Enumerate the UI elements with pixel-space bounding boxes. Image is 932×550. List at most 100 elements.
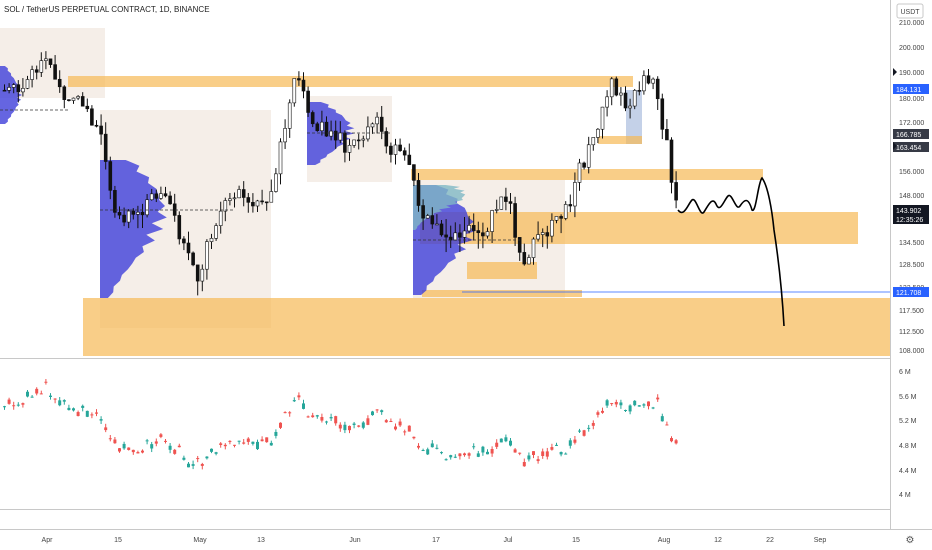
candle-body <box>71 97 76 101</box>
volume-bar <box>150 444 154 449</box>
price-tag-label: 143.902 <box>896 208 921 215</box>
candle-body <box>623 92 628 109</box>
volume-bar <box>380 410 384 413</box>
volume-bar <box>509 440 512 446</box>
candle-body <box>2 89 7 92</box>
price-tick-label: 112.500 <box>899 329 924 336</box>
candle-body <box>586 144 591 168</box>
candle-body <box>283 128 287 143</box>
time-tick-label: Sep <box>814 537 827 544</box>
candle-body <box>444 234 448 238</box>
volume-bar <box>76 412 80 417</box>
candle-body <box>39 60 44 73</box>
volume-bar <box>495 442 499 447</box>
candle-body <box>140 211 145 216</box>
volume-bar <box>283 412 287 414</box>
candle-body <box>62 86 67 100</box>
volume-bars <box>3 378 678 470</box>
price-tag-label: 184.131 <box>896 87 921 94</box>
time-tick-label: Apr <box>42 537 54 544</box>
volume-bar <box>384 420 388 423</box>
zone-box <box>420 212 858 244</box>
volume-axis[interactable]: 6 M 5.6 M 5.2 M 4.8 M 4.4 M 4 M <box>899 369 917 499</box>
volume-bar <box>3 406 6 408</box>
zone-box <box>83 298 890 356</box>
volume-bar <box>449 455 453 458</box>
candle-body <box>320 121 324 131</box>
volume-bar <box>173 449 177 454</box>
candle-body <box>264 201 269 204</box>
candle-body <box>333 130 338 141</box>
volume-bar <box>486 451 489 455</box>
candle-body <box>260 200 264 203</box>
volume-bar <box>352 423 356 425</box>
volume-bar <box>16 404 20 406</box>
candle-body <box>517 237 522 253</box>
candle-body <box>540 232 545 235</box>
candle-body <box>347 145 352 153</box>
gear-icon[interactable]: ⚙ <box>906 535 915 546</box>
candle-body <box>577 162 582 183</box>
volume-bar <box>242 442 246 444</box>
time-axis[interactable]: Apr 15 May 13 Jun 17 Jul 15 Aug 12 22 Sep <box>42 537 827 544</box>
volume-tick-label: 4.4 M <box>899 468 917 475</box>
volume-bar <box>223 444 227 447</box>
price-tick-label: 128.500 <box>899 262 924 269</box>
candle-body <box>499 196 504 210</box>
volume-bar <box>559 452 563 455</box>
time-tick-label: 22 <box>766 537 774 544</box>
volume-bar <box>191 464 195 466</box>
volume-bar <box>200 463 204 466</box>
candle-body <box>614 78 619 96</box>
projection-path[interactable] <box>677 176 785 327</box>
candle-body <box>508 201 513 204</box>
candle-body <box>205 241 209 270</box>
volume-bar <box>108 438 112 440</box>
volume-bar <box>288 412 292 414</box>
volume-tick-label: 4.8 M <box>899 443 917 450</box>
price-tick-label: 108.000 <box>899 348 924 355</box>
candle-body <box>136 211 140 215</box>
volume-bar <box>228 440 232 442</box>
candle-body <box>76 96 80 99</box>
candle-body <box>596 128 600 138</box>
volume-bar <box>499 438 503 443</box>
time-tick-label: 15 <box>114 537 122 544</box>
candle-body <box>435 223 439 226</box>
volume-bar <box>605 400 609 406</box>
candle-body <box>476 230 481 234</box>
candle-body <box>559 216 563 219</box>
candle-body <box>513 203 517 238</box>
price-tag-label: 121.708 <box>896 290 921 297</box>
volume-bar <box>394 426 397 430</box>
candle-body <box>674 182 678 201</box>
time-tick-label: Aug <box>658 537 671 544</box>
volume-bar <box>72 408 75 411</box>
volume-bar <box>53 398 57 400</box>
volume-bar <box>596 412 600 415</box>
volume-bar <box>311 415 315 418</box>
volume-bar <box>440 452 443 454</box>
candle-body <box>209 238 214 242</box>
price-tick-label: 172.000 <box>899 120 924 127</box>
volume-bar <box>651 407 655 409</box>
volume-bar <box>182 457 186 460</box>
volume-tick-label: 4 M <box>899 492 911 499</box>
volume-bar <box>154 441 158 444</box>
volume-bar <box>357 425 361 427</box>
volume-tick-label: 6 M <box>899 369 911 376</box>
candle-body <box>297 78 301 81</box>
candle-body <box>338 132 343 141</box>
volume-bar <box>628 405 632 412</box>
candle-body <box>665 129 669 141</box>
volume-bar <box>665 424 669 426</box>
volume-bar <box>637 405 641 407</box>
candle-body <box>255 200 260 207</box>
currency-button[interactable] <box>896 3 924 19</box>
candle-body <box>425 215 430 219</box>
volume-bar <box>366 418 370 425</box>
volume-bar <box>292 400 296 402</box>
volume-bar <box>251 441 255 444</box>
candle-body <box>25 79 30 89</box>
